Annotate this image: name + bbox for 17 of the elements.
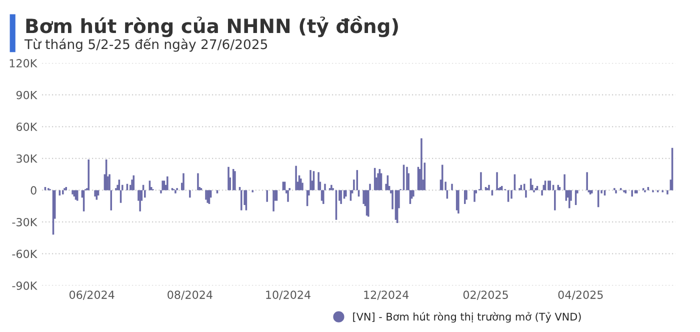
y-tick-label: 120K <box>10 59 38 68</box>
x-tick-label: 02/2025 <box>463 290 508 300</box>
x-tick-label: 04/2025 <box>558 290 603 300</box>
y-tick-label: -30K <box>12 218 38 226</box>
y-tick-label: 60K <box>16 122 38 132</box>
chart-subtitle: Từ tháng 5/2-25 đến ngày 27/6/2025 <box>24 38 268 52</box>
y-tick-label: -90K <box>12 281 38 290</box>
y-tick-label: -60K <box>12 250 38 258</box>
y-tick-label: 90K <box>16 90 38 100</box>
y-tick-label: 0 <box>30 186 36 195</box>
x-tick-label: 08/2024 <box>168 290 212 300</box>
x-tick-label: 12/2024 <box>364 290 409 300</box>
y-tick-label: 30K <box>16 154 38 163</box>
x-tick-label: 10/2024 <box>266 290 310 300</box>
x-tick-label: 06/2024 <box>69 290 114 300</box>
chart-title: Bơm hút ròng của NHNN (tỷ đồng) <box>26 16 398 38</box>
legend-label: [VN] - Bơm hút ròng thị trường mở (Tỷ VND) <box>353 312 581 323</box>
